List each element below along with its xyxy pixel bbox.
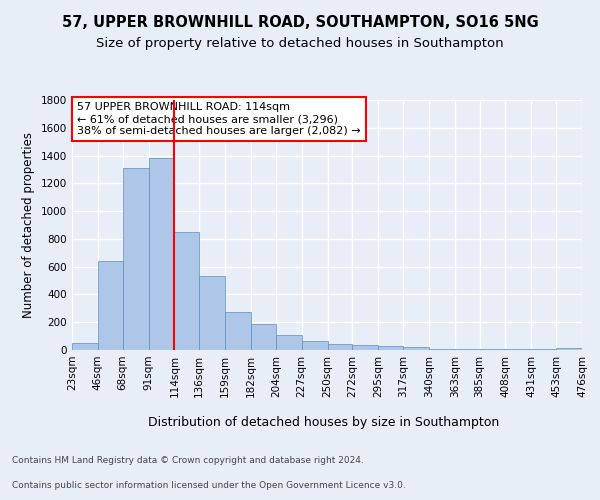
Y-axis label: Number of detached properties: Number of detached properties xyxy=(22,132,35,318)
Bar xyxy=(352,345,378,350)
Text: Distribution of detached houses by size in Southampton: Distribution of detached houses by size … xyxy=(148,416,500,429)
Bar xyxy=(328,344,352,350)
Bar xyxy=(149,158,175,350)
Bar xyxy=(276,336,302,350)
Bar xyxy=(175,232,199,350)
Text: Size of property relative to detached houses in Southampton: Size of property relative to detached ho… xyxy=(96,38,504,51)
Bar xyxy=(199,276,225,350)
Text: Contains public sector information licensed under the Open Government Licence v3: Contains public sector information licen… xyxy=(12,481,406,490)
Bar xyxy=(378,346,403,350)
Bar xyxy=(225,312,251,350)
Text: 57 UPPER BROWNHILL ROAD: 114sqm
← 61% of detached houses are smaller (3,296)
38%: 57 UPPER BROWNHILL ROAD: 114sqm ← 61% of… xyxy=(77,102,361,136)
Bar xyxy=(302,341,328,350)
Bar xyxy=(429,348,455,350)
Bar xyxy=(556,348,582,350)
Bar xyxy=(403,347,429,350)
Bar xyxy=(122,168,149,350)
Bar xyxy=(72,343,98,350)
Bar xyxy=(251,324,276,350)
Text: 57, UPPER BROWNHILL ROAD, SOUTHAMPTON, SO16 5NG: 57, UPPER BROWNHILL ROAD, SOUTHAMPTON, S… xyxy=(62,15,538,30)
Bar xyxy=(98,261,122,350)
Text: Contains HM Land Registry data © Crown copyright and database right 2024.: Contains HM Land Registry data © Crown c… xyxy=(12,456,364,465)
